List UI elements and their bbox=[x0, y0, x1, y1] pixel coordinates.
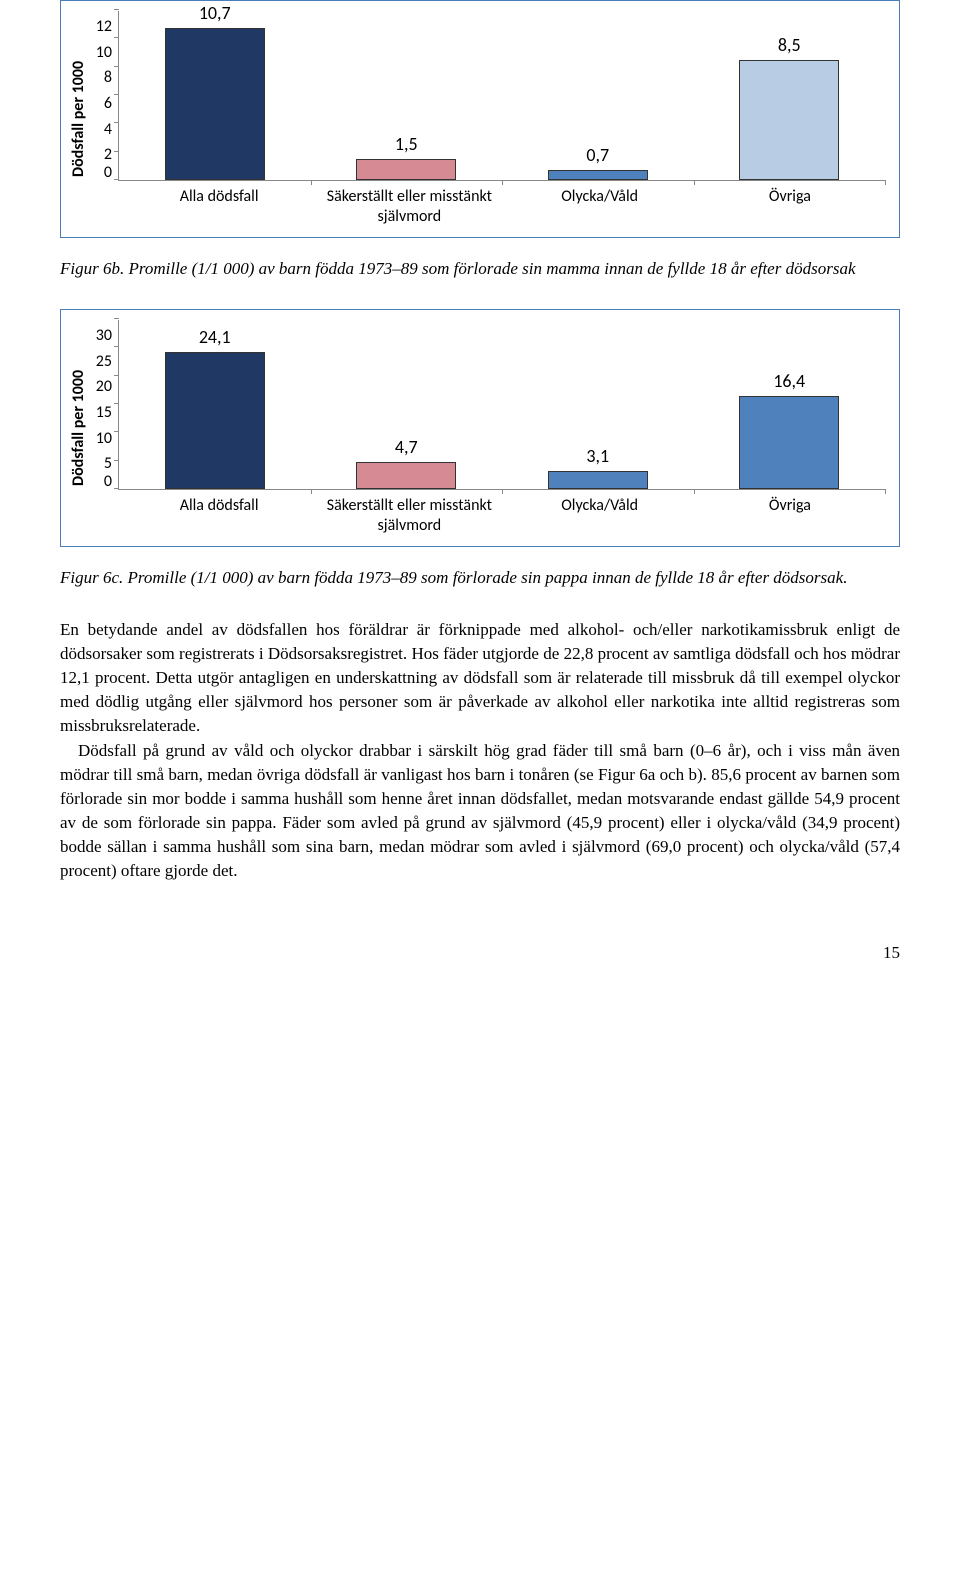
figure-6c-caption: Figur 6c. Promille (1/1 000) av barn föd… bbox=[60, 567, 900, 590]
chart-6b-xlabels: Alla dödsfallSäkerställt eller misstänkt… bbox=[118, 187, 885, 227]
chart-6c-ytick: 0 bbox=[90, 474, 112, 490]
chart-6c-xlabels: Alla dödsfallSäkerställt eller misstänkt… bbox=[118, 496, 885, 536]
page-number: 15 bbox=[60, 943, 900, 963]
chart-6c-ytick: 25 bbox=[90, 354, 112, 370]
chart-6c: Dödsfall per 1000 0 5 10 15 20 25 30 24,1 4,7 3,… bbox=[60, 309, 900, 547]
chart-6c-bar-label: 16,4 bbox=[773, 370, 805, 392]
chart-6b-bar-label: 0,7 bbox=[586, 144, 609, 166]
chart-6c-bar-label: 3,1 bbox=[586, 445, 609, 467]
body-text: En betydande andel av dödsfallen hos för… bbox=[60, 618, 900, 883]
chart-6c-plot: 24,1 4,7 3,1 16,4 bbox=[118, 320, 885, 490]
chart-6c-bar bbox=[165, 352, 265, 489]
chart-6b-ytick: 8 bbox=[90, 70, 112, 86]
chart-6b-ytick: 6 bbox=[90, 96, 112, 112]
chart-6b-ytick: 10 bbox=[90, 45, 112, 61]
chart-6c-bar bbox=[548, 471, 648, 489]
chart-6b-bar-label: 8,5 bbox=[778, 34, 801, 56]
chart-6c-ytick: 20 bbox=[90, 379, 112, 395]
chart-6c-bar-label: 4,7 bbox=[395, 436, 418, 458]
chart-6b-bar bbox=[165, 28, 265, 180]
chart-6c-xlabel: Olycka/Våld bbox=[505, 496, 695, 536]
chart-6b-xlabel: Säkerställt eller misstänkt självmord bbox=[314, 187, 504, 227]
chart-6c-xlabel: Övriga bbox=[695, 496, 885, 536]
paragraph-2: Dödsfall på grund av våld och olyckor dr… bbox=[60, 739, 900, 884]
chart-6b-bar bbox=[356, 159, 456, 180]
chart-6b-xlabel: Alla dödsfall bbox=[124, 187, 314, 227]
chart-6c-ytick: 10 bbox=[90, 431, 112, 447]
chart-6c-ylabel: Dödsfall per 1000 bbox=[67, 320, 90, 536]
chart-6c-ytick: 15 bbox=[90, 405, 112, 421]
chart-6b-ytick: 4 bbox=[90, 122, 112, 138]
chart-6b-ytick: 2 bbox=[90, 147, 112, 163]
chart-6c-bar bbox=[356, 462, 456, 489]
chart-6b-plot: 10,71,50,78,5 bbox=[118, 11, 885, 181]
chart-6c-xlabel: Alla dödsfall bbox=[124, 496, 314, 536]
chart-6c-ytick: 30 bbox=[90, 328, 112, 344]
chart-6c-bar bbox=[739, 396, 839, 489]
chart-6b-bar-label: 1,5 bbox=[395, 133, 418, 155]
chart-6c-ytick: 5 bbox=[90, 456, 112, 472]
chart-6b-bar-label: 10,7 bbox=[199, 2, 231, 24]
chart-6b-bar bbox=[548, 170, 648, 180]
chart-6b-ytick: 0 bbox=[90, 165, 112, 181]
chart-6b: Dödsfall per 1000 0 2 4 6 8 10 12 10,7 1,5 0,7 8,… bbox=[60, 0, 900, 238]
chart-6b-bar bbox=[739, 60, 839, 180]
chart-6b-ytick: 12 bbox=[90, 19, 112, 35]
paragraph-1: En betydande andel av dödsfallen hos för… bbox=[60, 618, 900, 739]
chart-6b-ylabel: Dödsfall per 1000 bbox=[67, 11, 90, 227]
figure-6b-caption: Figur 6b. Promille (1/1 000) av barn föd… bbox=[60, 258, 900, 281]
chart-6c-bar-label: 24,1 bbox=[199, 326, 231, 348]
chart-6b-xlabel: Olycka/Våld bbox=[505, 187, 695, 227]
chart-6c-xlabel: Säkerställt eller misstänkt självmord bbox=[314, 496, 504, 536]
chart-6b-xlabel: Övriga bbox=[695, 187, 885, 227]
